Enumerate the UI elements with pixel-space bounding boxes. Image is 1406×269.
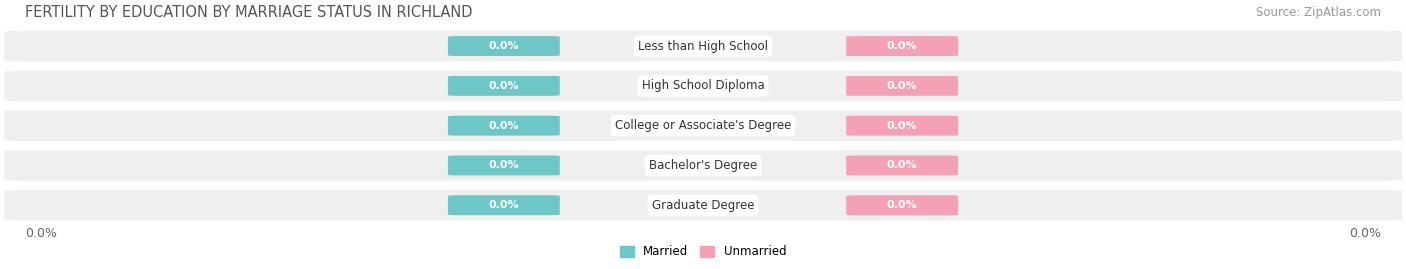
- FancyBboxPatch shape: [846, 36, 957, 56]
- Text: 0.0%: 0.0%: [887, 200, 918, 210]
- Text: Less than High School: Less than High School: [638, 40, 768, 52]
- Text: 0.0%: 0.0%: [887, 41, 918, 51]
- FancyBboxPatch shape: [846, 155, 957, 175]
- FancyBboxPatch shape: [449, 155, 560, 175]
- Text: 0.0%: 0.0%: [488, 121, 519, 131]
- Text: 0.0%: 0.0%: [488, 161, 519, 171]
- Text: Bachelor's Degree: Bachelor's Degree: [650, 159, 756, 172]
- Text: 0.0%: 0.0%: [25, 227, 58, 240]
- Text: Graduate Degree: Graduate Degree: [652, 199, 754, 212]
- FancyBboxPatch shape: [449, 195, 560, 215]
- Text: High School Diploma: High School Diploma: [641, 79, 765, 92]
- FancyBboxPatch shape: [4, 190, 1402, 221]
- FancyBboxPatch shape: [846, 195, 957, 215]
- FancyBboxPatch shape: [4, 31, 1402, 61]
- Text: 0.0%: 0.0%: [887, 81, 918, 91]
- FancyBboxPatch shape: [449, 76, 560, 96]
- FancyBboxPatch shape: [846, 76, 957, 96]
- FancyBboxPatch shape: [4, 70, 1402, 101]
- Text: 0.0%: 0.0%: [887, 121, 918, 131]
- FancyBboxPatch shape: [4, 110, 1402, 141]
- Text: FERTILITY BY EDUCATION BY MARRIAGE STATUS IN RICHLAND: FERTILITY BY EDUCATION BY MARRIAGE STATU…: [25, 5, 472, 20]
- Text: 0.0%: 0.0%: [488, 200, 519, 210]
- Text: 0.0%: 0.0%: [488, 81, 519, 91]
- Text: 0.0%: 0.0%: [887, 161, 918, 171]
- FancyBboxPatch shape: [449, 116, 560, 136]
- Text: Source: ZipAtlas.com: Source: ZipAtlas.com: [1256, 6, 1381, 19]
- Text: College or Associate's Degree: College or Associate's Degree: [614, 119, 792, 132]
- Legend: Married, Unmarried: Married, Unmarried: [614, 240, 792, 263]
- FancyBboxPatch shape: [846, 116, 957, 136]
- Text: 0.0%: 0.0%: [488, 41, 519, 51]
- Text: 0.0%: 0.0%: [1348, 227, 1381, 240]
- FancyBboxPatch shape: [4, 150, 1402, 181]
- FancyBboxPatch shape: [449, 36, 560, 56]
